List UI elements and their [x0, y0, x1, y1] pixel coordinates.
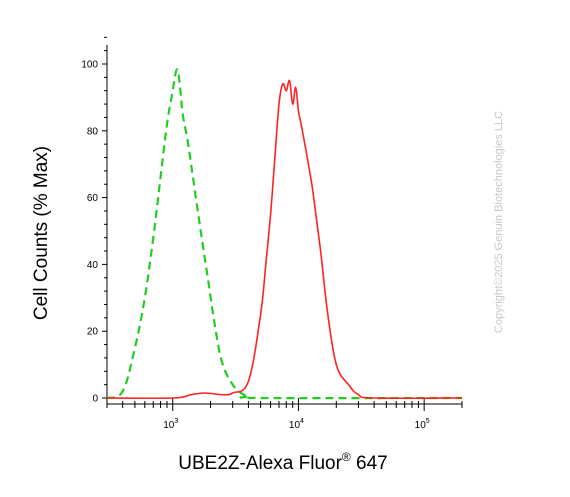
- sample-histogram-line: [106, 79, 463, 400]
- x-axis-title-superscript: ®: [342, 450, 351, 464]
- x-ticks: 103 104 105: [106, 398, 463, 431]
- x-axis-title-main: UBE2Z-Alexa Fluor: [178, 453, 342, 474]
- plot-frame: [106, 45, 462, 405]
- x-axis-title: UBE2Z-Alexa Fluor® 647: [178, 450, 388, 474]
- y-tick-label: 0: [92, 394, 98, 405]
- x-tick-label-exponent: 3: [174, 418, 178, 425]
- x-tick-label-base: 10: [163, 420, 175, 431]
- x-tick-label-base: 10: [289, 420, 301, 431]
- y-tick-label: 40: [87, 260, 99, 271]
- x-tick-label: 103: [163, 418, 178, 431]
- x-tick-label: 105: [415, 418, 430, 431]
- y-minor-ticks: [104, 36, 107, 386]
- x-axis-title-suffix: 647: [351, 453, 388, 474]
- y-ticks: 0 20 40 60 80 100: [81, 60, 107, 405]
- x-tick-label-exponent: 5: [426, 418, 430, 425]
- y-tick-label: 80: [87, 126, 99, 137]
- x-tick-label: 104: [289, 418, 304, 431]
- y-tick-label: 60: [87, 193, 99, 204]
- y-tick-label: 100: [81, 60, 98, 71]
- y-axis-title: Cell Counts (% Max): [31, 146, 52, 320]
- x-tick-label-exponent: 4: [300, 418, 304, 425]
- series-layer: [106, 68, 463, 400]
- y-tick-label: 20: [87, 327, 99, 338]
- x-tick-label-base: 10: [415, 420, 427, 431]
- copyright-watermark: Copyright©2025 Genuin Biotechnologies LL…: [493, 111, 505, 333]
- control-histogram-line: [106, 68, 463, 400]
